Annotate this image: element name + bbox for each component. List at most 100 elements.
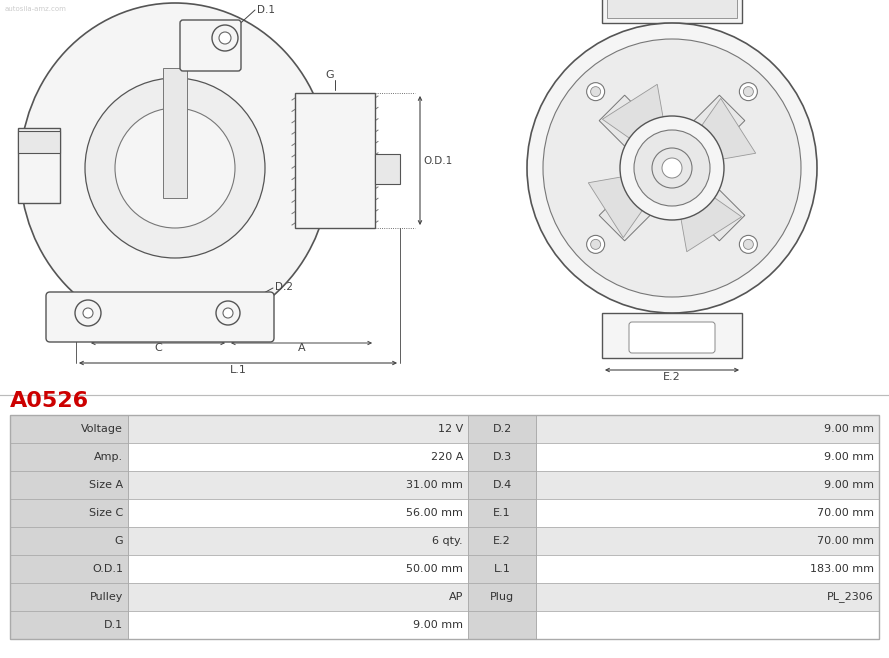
Text: D.3: D.3: [58, 323, 76, 333]
Polygon shape: [599, 95, 685, 181]
Text: 31.00 mm: 31.00 mm: [406, 480, 463, 490]
Bar: [10, 415, 879, 443]
Text: C: C: [154, 343, 162, 353]
Bar: [18, 131, 60, 153]
Text: PL_2306: PL_2306: [828, 592, 874, 603]
Circle shape: [216, 301, 240, 325]
Circle shape: [85, 78, 265, 258]
Text: 9.00 mm: 9.00 mm: [413, 620, 463, 630]
Text: autosila-amz.com: autosila-amz.com: [5, 6, 67, 12]
Bar: [468, 443, 536, 471]
Text: AP: AP: [449, 592, 463, 602]
Bar: [10, 471, 879, 499]
Circle shape: [115, 108, 235, 228]
Text: L.1: L.1: [493, 564, 510, 574]
Circle shape: [662, 158, 682, 178]
Bar: [10, 415, 879, 639]
Polygon shape: [693, 99, 756, 161]
Bar: [468, 499, 536, 527]
Bar: [10, 499, 128, 527]
Text: 6 qty.: 6 qty.: [432, 536, 463, 546]
Circle shape: [634, 130, 710, 206]
Text: E.2: E.2: [663, 372, 681, 382]
Bar: [10, 443, 879, 471]
Text: 70.00 mm: 70.00 mm: [817, 536, 874, 546]
Polygon shape: [678, 190, 741, 252]
Bar: [468, 583, 536, 611]
Polygon shape: [660, 155, 745, 241]
Text: 12 V: 12 V: [437, 424, 463, 434]
Text: E.1: E.1: [493, 508, 511, 518]
Text: G: G: [325, 70, 334, 80]
Circle shape: [587, 236, 605, 253]
Bar: [10, 555, 879, 583]
Circle shape: [219, 32, 231, 44]
Circle shape: [527, 23, 817, 313]
Circle shape: [743, 240, 753, 249]
Polygon shape: [589, 174, 650, 238]
Text: D.1: D.1: [104, 620, 123, 630]
Circle shape: [620, 116, 724, 220]
Text: 9.00 mm: 9.00 mm: [824, 424, 874, 434]
Polygon shape: [603, 84, 665, 146]
Circle shape: [212, 25, 238, 51]
Text: D.3: D.3: [493, 452, 511, 462]
Circle shape: [587, 83, 605, 101]
Circle shape: [743, 87, 753, 97]
Bar: [468, 415, 536, 443]
Bar: [10, 415, 128, 443]
Text: L.1: L.1: [229, 365, 246, 375]
Text: 56.00 mm: 56.00 mm: [406, 508, 463, 518]
Text: 9.00 mm: 9.00 mm: [824, 452, 874, 462]
Circle shape: [590, 240, 601, 249]
Circle shape: [75, 300, 101, 326]
Bar: [468, 555, 536, 583]
Polygon shape: [599, 155, 685, 241]
Bar: [375, 154, 400, 184]
Text: Size C: Size C: [89, 508, 123, 518]
Bar: [10, 583, 879, 611]
Text: 183.00 mm: 183.00 mm: [810, 564, 874, 574]
Text: D.4: D.4: [493, 480, 512, 490]
Text: 70.00 mm: 70.00 mm: [817, 508, 874, 518]
Circle shape: [590, 87, 601, 97]
Text: E.2: E.2: [493, 536, 511, 546]
Text: Pulley: Pulley: [90, 592, 123, 602]
Bar: [10, 555, 128, 583]
FancyBboxPatch shape: [46, 292, 274, 342]
Bar: [468, 611, 536, 639]
Bar: [10, 527, 879, 555]
Text: Plug: Plug: [490, 592, 514, 602]
Bar: [10, 583, 128, 611]
Circle shape: [740, 83, 757, 101]
Bar: [10, 443, 128, 471]
Text: G: G: [115, 536, 123, 546]
Bar: [163, 68, 187, 198]
Bar: [10, 527, 128, 555]
Text: Voltage: Voltage: [81, 424, 123, 434]
Text: A: A: [298, 343, 305, 353]
Text: O.D.1: O.D.1: [92, 564, 123, 574]
Bar: [468, 527, 536, 555]
Bar: [295, 93, 375, 228]
Text: Amp.: Amp.: [94, 452, 123, 462]
Circle shape: [652, 148, 692, 188]
Text: 50.00 mm: 50.00 mm: [406, 564, 463, 574]
Circle shape: [83, 308, 93, 318]
FancyBboxPatch shape: [629, 322, 715, 353]
Bar: [468, 471, 536, 499]
Bar: [602, 0, 742, 23]
Text: 220 A: 220 A: [430, 452, 463, 462]
Ellipse shape: [20, 3, 330, 333]
Bar: [10, 611, 128, 639]
Text: D.2: D.2: [493, 424, 512, 434]
Text: O.D.1: O.D.1: [423, 155, 453, 166]
Bar: [18, 128, 60, 203]
Text: Size A: Size A: [89, 480, 123, 490]
Circle shape: [740, 236, 757, 253]
Bar: [10, 471, 128, 499]
Bar: [607, 0, 737, 18]
Text: D.1: D.1: [257, 5, 275, 15]
Circle shape: [543, 39, 801, 297]
Bar: [10, 499, 879, 527]
